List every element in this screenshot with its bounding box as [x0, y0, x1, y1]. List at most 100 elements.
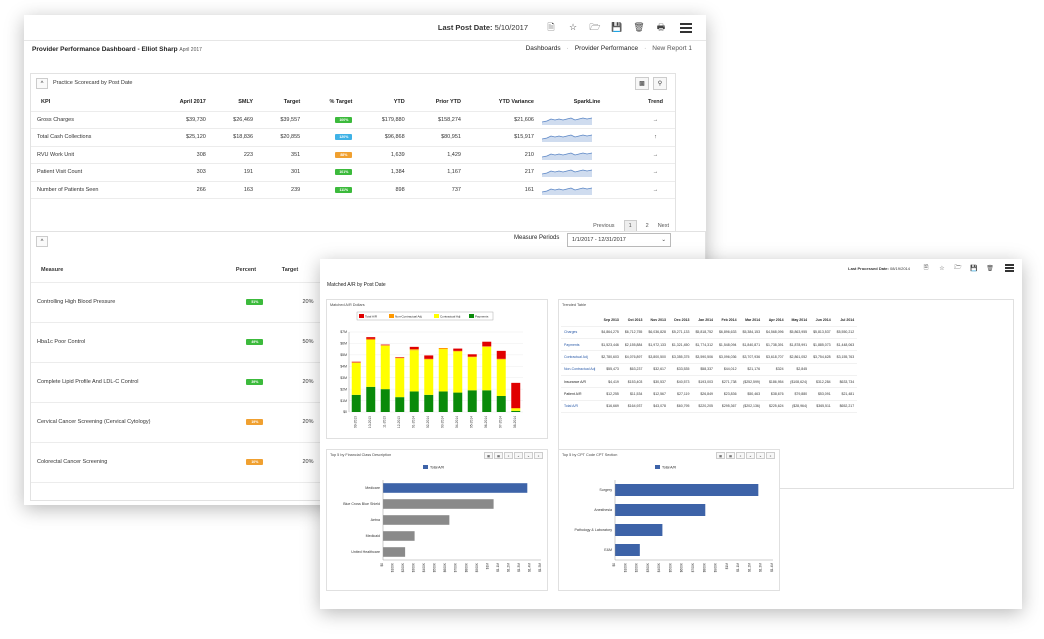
table-row[interactable]: Number of Patients Seen 266 163 239 111% 898 7…	[31, 181, 675, 199]
trend-arrow-icon: →	[636, 111, 675, 129]
bar-chart-icon[interactable]: ▩	[716, 452, 725, 459]
trash-icon[interactable]: 🗑	[986, 265, 994, 272]
breadcrumb-dashboards[interactable]: Dashboards	[525, 45, 561, 52]
trended-row-label[interactable]: Payments	[561, 338, 599, 352]
scorecard-table: KPI April 2017 SMLY Target % Target YTD …	[31, 94, 675, 199]
trended-value: $5,384,153	[739, 326, 764, 340]
y-tick-label: $3M	[340, 376, 347, 380]
first-page-icon[interactable]: «	[746, 452, 755, 459]
bar-segment	[395, 357, 405, 358]
col-smly[interactable]: SMLY	[209, 94, 258, 112]
col-target[interactable]: Target	[277, 258, 318, 283]
sparkline-cell	[537, 128, 637, 147]
ytd-variance-value: 210	[464, 146, 538, 164]
save-icon[interactable]: 💾	[611, 22, 623, 32]
last-page-icon[interactable]: »	[756, 452, 765, 459]
trash-icon[interactable]: 🗑	[633, 22, 645, 32]
category-label: Anesthesia	[594, 508, 612, 512]
table-row[interactable]: Cervical Cancer Screening (Cervical Cyto…	[31, 402, 341, 443]
cpt-section-chart: Total A/R Surgery Anesthesia Pathology & La…	[574, 465, 774, 572]
target-value: 301	[257, 163, 305, 182]
menu-icon[interactable]	[676, 22, 696, 33]
menu-icon[interactable]	[1002, 264, 1016, 272]
page-2-button[interactable]: 2	[645, 223, 649, 229]
bar-segment	[453, 348, 463, 351]
folder-icon[interactable]: 🗁	[589, 21, 601, 32]
star-icon[interactable]: ☆	[568, 22, 578, 32]
trended-value: $186,954	[763, 375, 787, 389]
trend-arrow-icon: →	[636, 181, 675, 199]
last-page-icon[interactable]: »	[524, 452, 533, 459]
close-icon[interactable]: ×	[534, 452, 543, 459]
document-icon[interactable]: 🗎	[923, 265, 929, 271]
trended-row-label[interactable]: Charges	[561, 326, 599, 340]
star-icon[interactable]: ☆	[939, 265, 945, 272]
x-tick-label: $600K	[443, 562, 447, 572]
table-row: Patient A/R $12,255 $11,534 $12,567 $27,119 $…	[561, 387, 858, 401]
col-april[interactable]: April 2017	[151, 94, 210, 112]
cpt-section-chart-card: Top 5 by CPT Code CPT Section ▩ ▦ × «» × Tot…	[558, 449, 780, 591]
col-prior-ytd[interactable]: Prior YTD	[408, 94, 465, 112]
table-icon[interactable]: ▦	[494, 452, 503, 459]
col-pct-target[interactable]: % Target	[304, 94, 357, 112]
save-icon[interactable]: 💾	[970, 265, 978, 272]
col-ytd[interactable]: YTD	[356, 94, 409, 112]
col-kpi[interactable]: KPI	[31, 94, 152, 112]
table-row[interactable]: Complete Lipid Profile And LDL-C Control…	[31, 362, 341, 403]
trended-value: $3,096,036	[715, 350, 740, 364]
close-icon[interactable]: ×	[766, 452, 775, 459]
legend-label: Total A/R	[662, 466, 676, 470]
trended-col-header: Nov 2013	[645, 314, 669, 327]
folder-icon[interactable]: 🗁	[954, 265, 962, 271]
legend-swatch	[423, 465, 428, 469]
trended-row-label[interactable]: Total A/R	[561, 400, 599, 413]
previous-button[interactable]: Previous	[593, 223, 615, 229]
remove-icon[interactable]: ×	[736, 452, 745, 459]
april-value: $39,730	[151, 111, 210, 129]
next-button[interactable]: Next	[657, 223, 669, 229]
collapse-button[interactable]: ^	[36, 236, 48, 247]
table-row[interactable]: RVU Work Unit 308 223 351 88% 1,639 1,429 210 →	[31, 146, 675, 164]
trended-value: $23,836	[715, 387, 740, 401]
x-tick-label: $900K	[714, 562, 718, 572]
table-row[interactable]: Patient Visit Count 303 191 301 101% 1,384 1,1…	[31, 163, 675, 182]
chart-icon[interactable]: ▩	[635, 77, 649, 90]
table-icon[interactable]: ▦	[726, 452, 735, 459]
legend-swatch	[389, 314, 394, 318]
table-row[interactable]: Gross Charges $39,730 $26,469 $39,557 100% $1…	[31, 111, 675, 129]
col-measure[interactable]: Measure	[31, 258, 232, 283]
trended-row-label[interactable]: Contractual Adj	[561, 350, 599, 364]
trended-value: $5,550,212	[833, 326, 858, 340]
print-icon[interactable]: 🖶	[656, 21, 666, 32]
breadcrumb-provider-performance[interactable]: Provider Performance	[574, 45, 639, 52]
col-ytd-variance[interactable]: YTD Variance	[464, 94, 538, 112]
first-page-icon[interactable]: «	[514, 452, 523, 459]
trended-value: $40,573	[668, 375, 693, 389]
bar-chart-icon[interactable]: ▩	[484, 452, 493, 459]
ytd-variance-value: $15,917	[464, 128, 538, 147]
col-percent[interactable]: Percent	[231, 258, 278, 283]
chart-title: Top 5 by CPT Code CPT Section	[562, 453, 618, 457]
table-row[interactable]: Total Cash Collections $25,120 $18,836 $20,…	[31, 128, 675, 147]
percent-cell: 19%	[231, 402, 278, 443]
collapse-button[interactable]: ^	[36, 78, 48, 89]
document-icon[interactable]: 🗎	[547, 21, 555, 32]
bar-segment	[351, 361, 361, 363]
measure-periods-select[interactable]: 1/1/2017 - 12/31/2017 ⌄	[567, 233, 671, 247]
bar-segment	[467, 356, 477, 358]
col-target[interactable]: Target	[257, 94, 305, 112]
status-badge: 111%	[335, 186, 353, 193]
x-tick-label: $1.4M	[770, 563, 774, 572]
trended-col-header: Mar 2014	[739, 314, 764, 327]
x-tick-label: $400K	[657, 562, 661, 572]
financial-class-chart-card: Top 5 by Financial Class Description ▩ ▦ ×…	[326, 449, 548, 591]
search-icon[interactable]: ⚲	[653, 77, 667, 90]
trended-row-label[interactable]: Non-Contractual Adj	[561, 363, 599, 376]
breadcrumb: Dashboards · Provider Performance · New Re…	[525, 45, 692, 52]
x-tick-label: $500K	[433, 562, 437, 572]
bar	[615, 544, 640, 556]
remove-icon[interactable]: ×	[504, 452, 513, 459]
